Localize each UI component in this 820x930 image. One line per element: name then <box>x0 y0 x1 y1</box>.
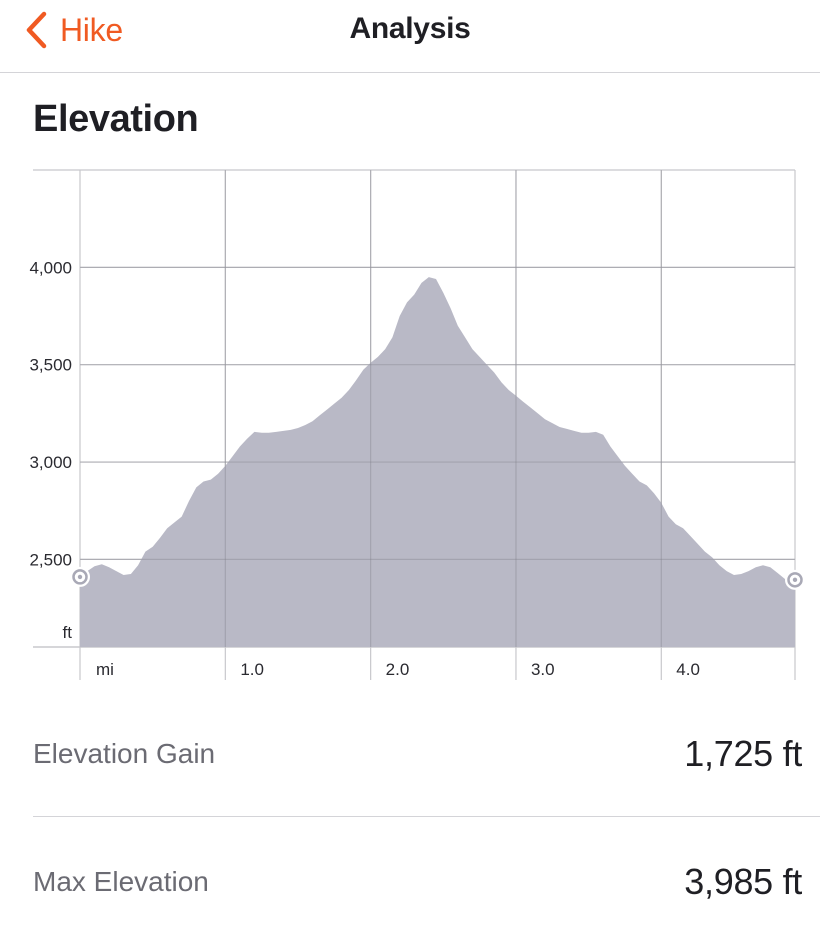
elevation-chart[interactable]: 2,500 3,000 3,500 4,000 1.0 2.0 3.0 4.0 ft mi <box>0 160 820 690</box>
end-marker-dot <box>792 577 798 583</box>
divider <box>33 816 820 817</box>
y-tick-label: 3,500 <box>29 356 72 375</box>
section-title: Elevation <box>33 98 199 140</box>
y-axis-ticks: 2,500 3,000 3,500 4,000 <box>29 258 72 569</box>
max-elevation-value: 3,985 ft <box>684 861 802 902</box>
elevation-area <box>80 277 795 647</box>
x-tick-label: 3.0 <box>531 660 555 679</box>
y-tick-label: 2,500 <box>29 550 72 569</box>
chevron-left-icon <box>24 11 48 49</box>
elevation-gain-row: Elevation Gain 1,725 ft <box>33 724 802 784</box>
elevation-gain-label: Elevation Gain <box>33 738 216 769</box>
chart-grid-overlay <box>80 170 795 647</box>
endpoint-markers <box>70 566 805 590</box>
page-title: Analysis <box>349 12 471 45</box>
elevation-gain-value: 1,725 ft <box>684 733 802 774</box>
start-marker-dot <box>77 574 83 580</box>
max-elevation-label: Max Elevation <box>33 866 209 897</box>
y-axis-unit-label: ft <box>63 623 73 642</box>
y-tick-label: 3,000 <box>29 453 72 472</box>
x-axis-ticks: 1.0 2.0 3.0 4.0 <box>240 660 700 679</box>
x-axis-unit-label: mi <box>96 660 114 679</box>
x-tick-label: 1.0 <box>240 660 264 679</box>
back-button-label: Hike <box>60 11 123 48</box>
x-tick-label: 4.0 <box>676 660 700 679</box>
x-tick-label: 2.0 <box>386 660 410 679</box>
max-elevation-row: Max Elevation 3,985 ft <box>33 852 802 912</box>
y-tick-label: 4,000 <box>29 258 72 277</box>
navigation-bar: Hike Analysis <box>0 0 820 73</box>
back-button[interactable]: Hike <box>24 10 123 50</box>
